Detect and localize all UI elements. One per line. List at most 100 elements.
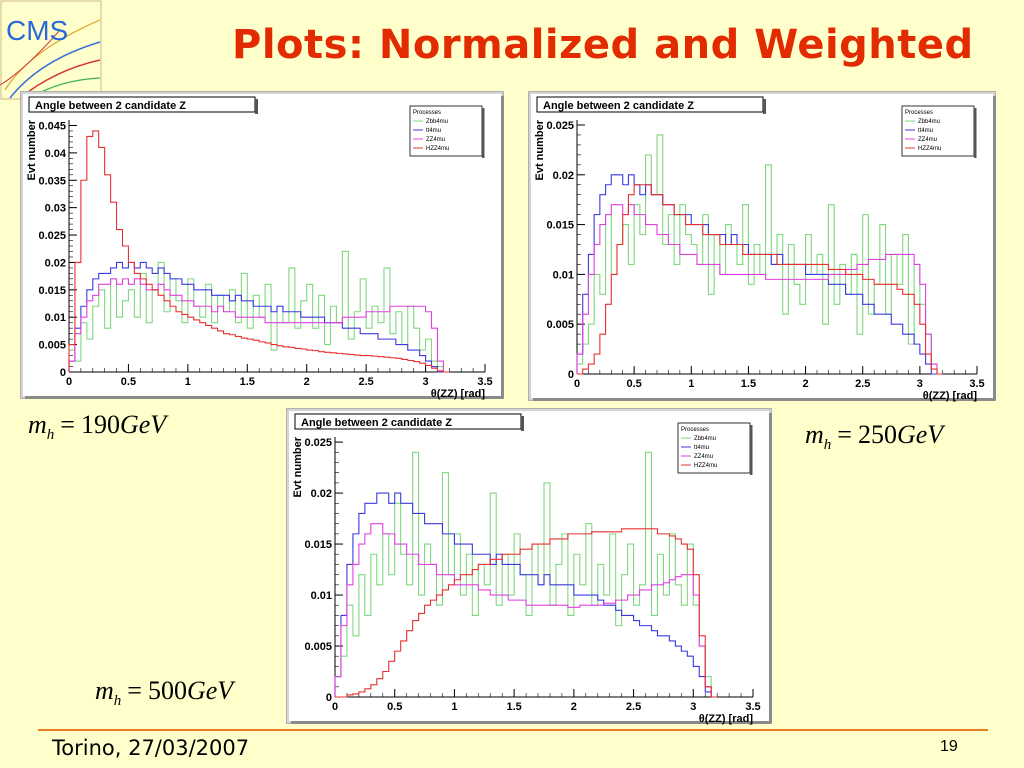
legend-title: Processes (681, 427, 709, 433)
canvas-shadow-right (993, 96, 996, 400)
x-tick-label: 3 (423, 376, 429, 388)
series-ZZ4mu (334, 523, 718, 698)
y-tick-label: 0 (60, 367, 66, 379)
x-axis-label: θ(ZZ) [rad] (699, 713, 754, 725)
page-number: 19 (940, 738, 958, 755)
y-tick-label: 0.025 (38, 230, 66, 242)
legend-entry: Zbb4mu (694, 436, 716, 442)
series-tt4mu (576, 174, 943, 375)
legend-entry: HZZ4mu (694, 463, 717, 469)
y-axis-label: Evt number (26, 119, 38, 180)
y-tick-label: 0.015 (546, 220, 574, 232)
slide-title: Plots: Normalized and Weighted (232, 22, 974, 68)
y-tick-label: 0.015 (304, 539, 332, 551)
legend-entry: HZZ4mu (426, 146, 449, 152)
x-tick-label: 1 (185, 376, 191, 388)
canvas-shadow-right (501, 96, 504, 398)
footer-text: Torino, 27/03/2007 (52, 736, 250, 760)
y-tick-label: 0 (326, 692, 332, 704)
legend-title: Processes (413, 110, 441, 116)
legend-entry: ZZ4mu (694, 454, 713, 460)
y-tick-label: 0.02 (553, 170, 574, 182)
y-tick-label: 0.015 (38, 285, 66, 297)
y-axis-label: Evt number (292, 436, 304, 497)
legend-entry: tt4mu (918, 128, 933, 134)
canvas-shadow-right (769, 413, 772, 723)
mass-label-500: mh = 500GeV (95, 676, 234, 710)
x-tick-label: 0.5 (121, 376, 136, 388)
y-tick-label: 0.005 (38, 340, 66, 352)
legend-entry: ZZ4mu (426, 137, 445, 143)
title-box-shadow (521, 416, 524, 431)
chart-panel-mh250: Angle between 2 candidate Z 0 0.005 0.01 0.0… (528, 91, 996, 402)
legend-entry: ZZ4mu (918, 137, 937, 143)
y-tick-label: 0 (568, 369, 574, 381)
x-tick-label: 2.5 (358, 376, 373, 388)
y-tick-label: 0.03 (45, 203, 66, 215)
legend-entry: Zbb4mu (918, 119, 940, 125)
series-Zbb4mu (576, 134, 943, 375)
chart-title: Angle between 2 candidate Z (543, 100, 694, 112)
chart-panel-mh500: Angle between 2 candidate Z 0 0.005 0.01 0.0… (286, 408, 772, 725)
x-tick-label: 0.5 (626, 378, 641, 390)
series-HZZ4mu (68, 130, 450, 373)
y-tick-label: 0.045 (38, 120, 66, 132)
cms-logo: CMS (0, 0, 102, 100)
x-tick-label: 2 (571, 701, 577, 713)
x-tick-label: 1 (451, 701, 457, 713)
title-box-shadow (763, 99, 766, 114)
legend-shadow (974, 108, 977, 158)
legend-title: Processes (905, 110, 933, 116)
x-tick-label: 1.5 (741, 378, 756, 390)
x-tick-label: 2.5 (626, 701, 641, 713)
canvas-shadow-bottom (533, 398, 995, 401)
logo-text: CMS (6, 15, 68, 46)
y-tick-label: 0.02 (311, 488, 332, 500)
series-Zbb4mu (68, 250, 450, 373)
canvas-shadow-bottom (25, 396, 503, 399)
y-tick-label: 0.005 (304, 641, 332, 653)
canvas-shadow-bottom (291, 721, 771, 724)
x-tick-label: 3 (917, 378, 923, 390)
y-tick-label: 0.02 (45, 257, 66, 269)
chart-mh190: Angle between 2 candidate Z 0 0.005 0.01 0.0… (23, 94, 504, 400)
y-tick-label: 0.035 (38, 175, 66, 187)
chart-mh250: Angle between 2 candidate Z 0 0.005 0.01 0.0… (531, 94, 996, 402)
x-tick-label: 0 (332, 701, 338, 713)
legend-entry: tt4mu (694, 445, 709, 451)
chart-title: Angle between 2 candidate Z (35, 100, 186, 112)
x-tick-label: 0 (66, 376, 72, 388)
footer-rule (38, 729, 988, 731)
x-tick-label: 0 (574, 378, 580, 390)
x-tick-label: 3 (690, 701, 696, 713)
chart-title: Angle between 2 candidate Z (301, 417, 452, 429)
series-ZZ4mu (576, 204, 943, 375)
y-tick-label: 0.01 (553, 269, 574, 281)
legend-shadow (482, 108, 485, 158)
x-axis-label: θ(ZZ) [rad] (431, 388, 486, 400)
y-tick-label: 0.01 (311, 590, 332, 602)
y-axis-label: Evt number (534, 119, 546, 180)
y-tick-label: 0.025 (304, 437, 332, 449)
x-axis-label: θ(ZZ) [rad] (923, 390, 978, 402)
y-tick-label: 0.005 (546, 319, 574, 331)
x-tick-label: 2.5 (855, 378, 870, 390)
x-tick-label: 2 (304, 376, 310, 388)
x-tick-label: 1.5 (240, 376, 255, 388)
x-tick-label: 3.5 (969, 378, 984, 390)
series-HZZ4mu (335, 528, 718, 698)
legend-entry: Zbb4mu (426, 119, 448, 125)
series-tt4mu (334, 492, 718, 698)
mass-label-190: mh = 190GeV (28, 410, 167, 444)
series-ZZ4mu (68, 278, 450, 373)
legend-shadow (750, 425, 753, 475)
legend-entry: HZZ4mu (918, 146, 941, 152)
title-box-shadow (255, 99, 258, 114)
chart-mh500: Angle between 2 candidate Z 0 0.005 0.01 0.0… (289, 411, 772, 725)
chart-panel-mh190: Angle between 2 candidate Z 0 0.005 0.01 0.0… (20, 91, 504, 400)
x-tick-label: 3.5 (745, 701, 760, 713)
x-tick-label: 3.5 (477, 376, 492, 388)
mass-label-250: mh = 250GeV (805, 420, 944, 454)
y-tick-label: 0.01 (45, 312, 66, 324)
x-tick-label: 1 (688, 378, 694, 390)
